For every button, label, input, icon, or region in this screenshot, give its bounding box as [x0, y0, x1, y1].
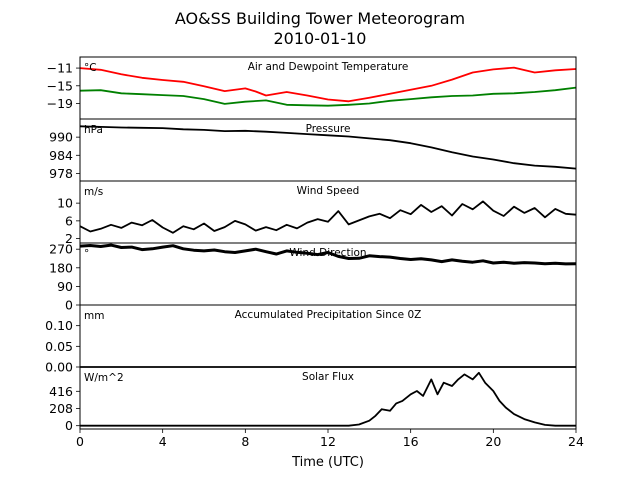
y-tick-label: −11	[47, 61, 73, 76]
series-line-pressure	[79, 125, 577, 170]
x-tick-label: 0	[76, 434, 84, 449]
panel-title: Wind Direction	[289, 247, 366, 259]
panel-title: Solar Flux	[302, 371, 354, 383]
y-tick-label: 0.00	[45, 360, 73, 375]
y-tick-label: 978	[49, 166, 73, 181]
y-tick-label: 0.10	[45, 318, 73, 333]
y-tick-label: 208	[49, 401, 73, 416]
y-tick-label: −15	[47, 78, 73, 93]
y-tick-label: 180	[49, 260, 73, 275]
panel-title: Wind Speed	[297, 185, 360, 197]
y-tick-label: 0	[65, 418, 73, 433]
panel-unit-label: hPa	[84, 124, 103, 136]
panel-title: Air and Dewpoint Temperature	[248, 61, 409, 73]
y-tick-label: 416	[49, 384, 73, 399]
x-tick-label: 24	[568, 434, 584, 449]
y-tick-label: 270	[49, 242, 73, 257]
panel-unit-label: mm	[84, 310, 104, 322]
y-tick-label: 2	[65, 231, 73, 246]
y-tick-label: 984	[49, 148, 73, 163]
y-tick-label: 990	[49, 130, 73, 145]
y-tick-label: 6	[65, 213, 73, 228]
x-axis-label: Time (UTC)	[291, 455, 364, 470]
series-line-solar-flux	[80, 371, 576, 427]
panel-unit-label: °C	[84, 62, 97, 74]
y-tick-label: 0.05	[45, 339, 73, 354]
x-axis: 0 4 8 12 16 20 24	[76, 429, 584, 449]
panel-solar_flux: 416 208 0 W/m^2 Solar Flux	[49, 366, 577, 433]
panel-unit-label: W/m^2	[84, 372, 124, 384]
y-tick-label: −19	[47, 96, 73, 111]
y-tick-label: 10	[57, 196, 73, 211]
panel-pressure: 990 984 978 hPa Pressure	[49, 118, 577, 182]
panel-unit-label: m/s	[84, 186, 103, 198]
panel-temperature: −11 −15 −19 °C Air and Dewpoint Temperature	[47, 56, 577, 120]
y-tick-label: 0	[65, 298, 73, 313]
x-tick-label: 16	[403, 434, 419, 449]
panel-title: Pressure	[306, 123, 351, 135]
x-tick-label: 4	[159, 434, 167, 449]
panels: −11 −15 −19 °C Air and Dewpoint Temperature 9…	[45, 56, 577, 433]
panel-wind_direction: 270 180 90 0 ° Wind Direction	[49, 242, 577, 313]
series-line-wind-speed	[79, 200, 577, 234]
x-tick-label: 8	[241, 434, 249, 449]
panel-wind_speed: 10 6 2 m/s Wind Speed	[57, 180, 577, 246]
panel-precipitation: 0.10 0.05 0.00 mm Accumulated Precipitation …	[45, 304, 577, 375]
figure-subtitle: 2010-01-10	[274, 29, 367, 48]
series-line-dewpoint	[79, 86, 577, 107]
figure-title: AO&SS Building Tower Meteorogram	[175, 9, 465, 28]
x-tick-label: 12	[320, 434, 336, 449]
x-tick-label: 20	[485, 434, 501, 449]
panel-unit-label: °	[84, 248, 89, 260]
panel-title: Accumulated Precipitation Since 0Z	[235, 309, 422, 321]
series-line-air	[79, 66, 577, 103]
y-tick-label: 90	[57, 279, 73, 294]
series-line-wind-direction	[79, 243, 577, 266]
